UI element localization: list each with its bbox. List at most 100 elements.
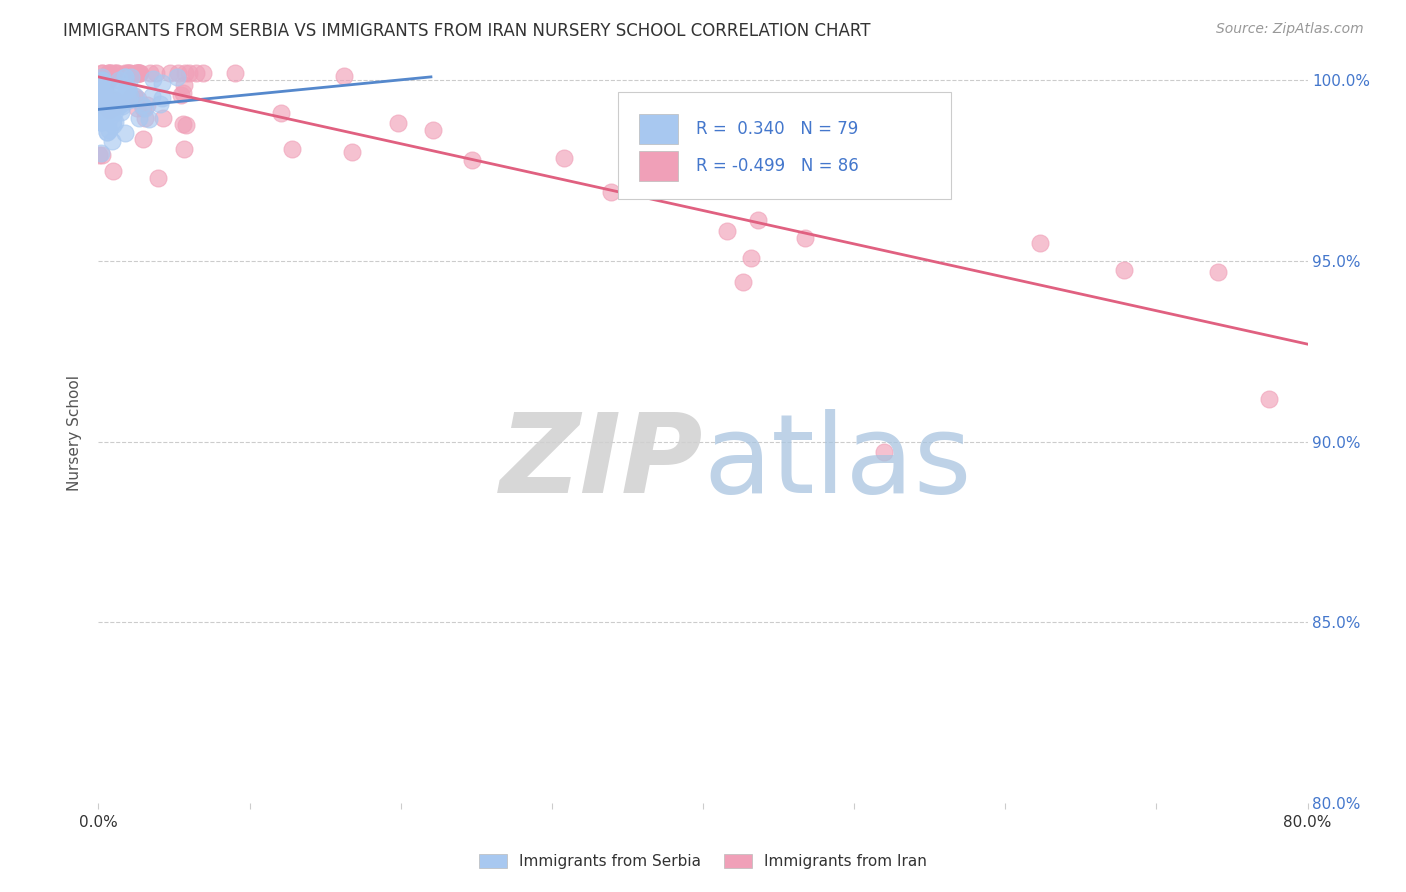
Point	[87, 114, 110, 128]
Point	[93, 105, 115, 120]
Point	[118, 66, 141, 80]
Legend: Immigrants from Serbia, Immigrants from Iran: Immigrants from Serbia, Immigrants from …	[474, 848, 932, 875]
Point	[1028, 235, 1050, 250]
Point	[117, 66, 139, 80]
FancyBboxPatch shape	[619, 92, 950, 200]
Point	[679, 183, 702, 197]
Point	[172, 86, 194, 100]
Point	[142, 72, 165, 87]
Point	[191, 66, 214, 80]
Text: ZIP: ZIP	[499, 409, 703, 516]
Point	[173, 66, 195, 80]
Point	[103, 66, 125, 80]
Point	[745, 117, 768, 131]
Point	[340, 145, 363, 159]
Point	[97, 103, 120, 117]
Point	[91, 102, 114, 116]
Point	[91, 115, 114, 129]
Point	[925, 174, 948, 188]
Point	[128, 66, 150, 80]
Point	[173, 78, 195, 92]
Point	[94, 94, 117, 108]
Point	[91, 148, 114, 162]
Point	[97, 66, 120, 80]
Point	[94, 105, 117, 120]
Point	[114, 66, 136, 80]
Point	[125, 66, 148, 80]
Point	[422, 123, 444, 137]
Point	[120, 90, 142, 104]
Point	[90, 93, 112, 107]
Point	[98, 66, 121, 80]
Point	[114, 70, 136, 84]
Point	[461, 153, 484, 167]
Point	[90, 66, 112, 80]
Point	[127, 66, 149, 80]
Bar	[638, 152, 678, 181]
Point	[91, 92, 114, 106]
Point	[127, 92, 149, 106]
Point	[93, 79, 115, 94]
Point	[101, 114, 124, 128]
Y-axis label: Nursery School: Nursery School	[67, 375, 83, 491]
Point	[124, 88, 146, 103]
Point	[104, 87, 127, 102]
Point	[96, 98, 118, 112]
Point	[127, 101, 149, 115]
Point	[97, 123, 120, 137]
Point	[89, 113, 111, 128]
Point	[87, 106, 110, 120]
Point	[132, 101, 155, 115]
Point	[114, 126, 136, 140]
Point	[332, 69, 354, 83]
Point	[114, 70, 136, 84]
Point	[89, 78, 111, 92]
Text: R =  0.340   N = 79: R = 0.340 N = 79	[696, 120, 858, 138]
Point	[89, 84, 111, 98]
Point	[103, 163, 125, 178]
Point	[873, 445, 896, 459]
Point	[94, 91, 117, 105]
Bar	[638, 114, 678, 144]
Point	[1206, 265, 1229, 279]
Point	[127, 66, 149, 80]
Point	[186, 66, 208, 80]
Point	[731, 275, 754, 289]
Point	[104, 104, 127, 119]
Point	[90, 112, 112, 127]
Point	[166, 66, 188, 80]
Point	[104, 80, 127, 95]
Point	[118, 94, 141, 108]
Point	[120, 70, 142, 84]
Point	[134, 101, 156, 115]
Point	[90, 77, 112, 91]
Point	[97, 69, 120, 83]
Point	[740, 251, 762, 265]
Point	[716, 224, 738, 238]
Point	[93, 91, 115, 105]
Point	[91, 70, 114, 84]
Point	[97, 103, 120, 117]
Point	[132, 131, 155, 145]
Point	[94, 81, 117, 95]
Point	[91, 98, 114, 112]
Point	[139, 66, 162, 80]
Point	[883, 167, 905, 181]
Point	[103, 100, 125, 114]
Point	[104, 95, 127, 109]
Point	[90, 98, 112, 112]
Point	[94, 103, 117, 117]
Point	[111, 79, 134, 94]
Point	[747, 213, 769, 227]
Point	[110, 97, 132, 112]
Point	[134, 111, 156, 125]
Point	[87, 147, 110, 161]
Point	[150, 76, 173, 90]
Point	[90, 146, 112, 161]
Point	[150, 91, 173, 105]
Point	[270, 106, 292, 120]
Point	[104, 92, 127, 106]
Point	[1258, 392, 1281, 406]
Point	[115, 82, 138, 96]
Point	[105, 95, 128, 109]
